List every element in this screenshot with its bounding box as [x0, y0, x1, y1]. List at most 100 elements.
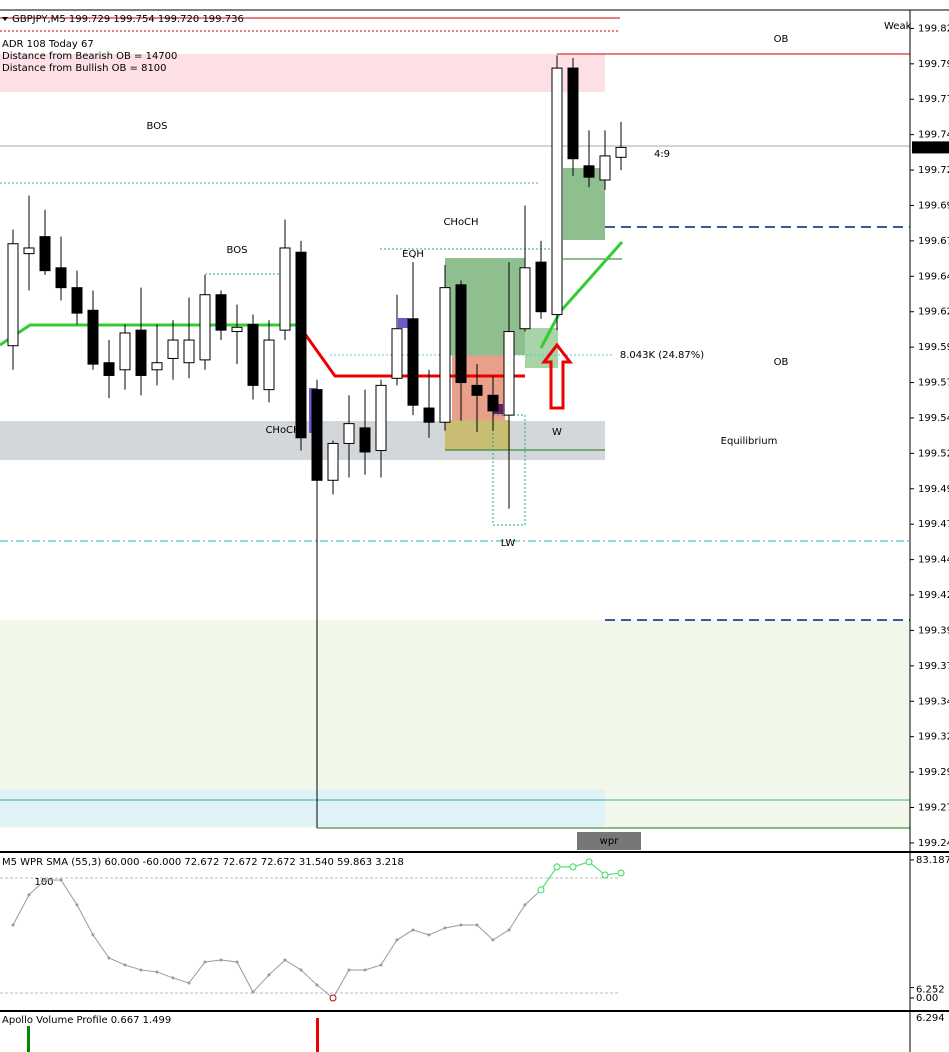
info-line: ADR 108 Today 67	[2, 39, 94, 50]
y-tick-label: 199.770	[918, 94, 949, 105]
candle-body	[535, 261, 547, 313]
wpr-point	[491, 938, 495, 942]
wpr-point	[427, 933, 431, 937]
y-tick-label: 199.820	[918, 23, 949, 34]
y-tick-label: 199.695	[918, 200, 949, 211]
annotation: OB	[774, 357, 789, 368]
annotation: BOS	[227, 245, 248, 256]
annotation: 4:9	[654, 149, 670, 160]
candle-body	[23, 247, 35, 255]
candle-body	[71, 287, 83, 314]
wpr-point	[283, 958, 287, 962]
candle-body	[343, 423, 355, 444]
y-tick-label: 199.270	[918, 803, 949, 814]
marker	[398, 318, 408, 328]
candle-body	[471, 384, 483, 396]
info-line: Distance from Bullish OB = 8100	[2, 63, 167, 74]
candle-body	[407, 318, 419, 406]
annotation: EQH	[402, 249, 424, 260]
candle-body	[119, 332, 131, 371]
candle-body	[135, 329, 147, 376]
candle-body	[551, 67, 563, 316]
wpr-point	[617, 869, 625, 877]
y-tick-label: 199.420	[918, 590, 949, 601]
dropdown[interactable]	[2, 17, 8, 21]
y-tick-label: 199.520	[918, 448, 949, 459]
candle-body	[7, 243, 19, 347]
candle-body	[567, 67, 579, 160]
indicator-title: Apollo Volume Profile 0.667 1.499	[2, 1015, 171, 1026]
wpr-line	[12, 879, 542, 999]
wpr-point	[91, 933, 95, 937]
candle-body	[503, 331, 515, 416]
candle-body	[199, 294, 211, 361]
wpr-point	[155, 970, 159, 974]
annotation: 8.043K (24.87%)	[620, 350, 704, 361]
wpr-point	[107, 956, 111, 960]
wpr-point	[123, 963, 127, 967]
wpr-point	[299, 968, 303, 972]
y-tick-label: 199.320	[918, 732, 949, 743]
candle-body	[263, 339, 275, 391]
wpr-point	[203, 960, 207, 964]
candle-body	[615, 146, 627, 158]
y-tick-label: 199.795	[918, 59, 949, 70]
y-tick-label: 199.295	[918, 767, 949, 778]
bearish-ob-zone	[0, 54, 605, 92]
y-tick-label: 199.645	[918, 271, 949, 282]
candle-body	[599, 155, 611, 181]
chart-title: GBPJPY,M5 199.729 199.754 199.720 199.73…	[12, 14, 244, 25]
wpr-button[interactable]	[577, 832, 641, 850]
candle-body	[167, 339, 179, 359]
y-tick-label: 199.370	[918, 661, 949, 672]
wpr-point	[585, 858, 593, 866]
wpr-point	[411, 928, 415, 932]
wpr-point	[75, 903, 79, 907]
candle-body	[423, 407, 435, 423]
wpr-point	[507, 928, 511, 932]
wpr-point	[537, 886, 545, 894]
y-tick-label: 199.570	[918, 378, 949, 389]
y-tick-label: 6.294	[916, 1013, 945, 1024]
target-box	[563, 168, 605, 240]
wpr-point	[11, 923, 15, 927]
wpr-point	[443, 926, 447, 930]
annotation: Equilibrium	[721, 436, 778, 447]
volume-bar	[316, 1018, 319, 1052]
y-tick-label: 6.252	[916, 985, 945, 996]
wpr-point	[59, 878, 63, 882]
wpr-point	[235, 960, 239, 964]
candle-body	[439, 287, 451, 423]
wpr-point	[569, 863, 577, 871]
wpr-point	[219, 958, 223, 962]
candle-body	[487, 394, 499, 412]
arrow	[540, 342, 574, 410]
candle-body	[279, 247, 291, 331]
wpr-point	[171, 976, 175, 980]
wpr-point	[553, 863, 561, 871]
y-tick-label: 199.595	[918, 342, 949, 353]
annotation: Weak	[884, 21, 912, 32]
y-tick-label: 199.245	[918, 838, 949, 849]
candle-body	[583, 165, 595, 178]
candle-body	[151, 362, 163, 371]
wpr-button-label[interactable]: wpr	[600, 836, 620, 847]
wpr-point	[139, 968, 143, 972]
wpr-point	[363, 968, 367, 972]
candle-body	[231, 326, 243, 333]
y-tick-label: 199.720	[918, 165, 949, 176]
y-tick-label: 199.395	[918, 625, 949, 636]
bullish-ob-zone	[0, 790, 605, 826]
candle-body	[183, 339, 195, 364]
candle-body	[455, 284, 467, 384]
annotation: W	[552, 427, 562, 438]
wpr-point	[329, 994, 337, 1002]
candle-body	[519, 267, 531, 330]
annotation: BOS	[147, 121, 168, 132]
annotation: CHoCH	[265, 425, 300, 436]
annotation: CHoCH	[443, 217, 478, 228]
y-tick-label: 199.745	[918, 130, 949, 141]
wpr-point	[251, 990, 255, 994]
